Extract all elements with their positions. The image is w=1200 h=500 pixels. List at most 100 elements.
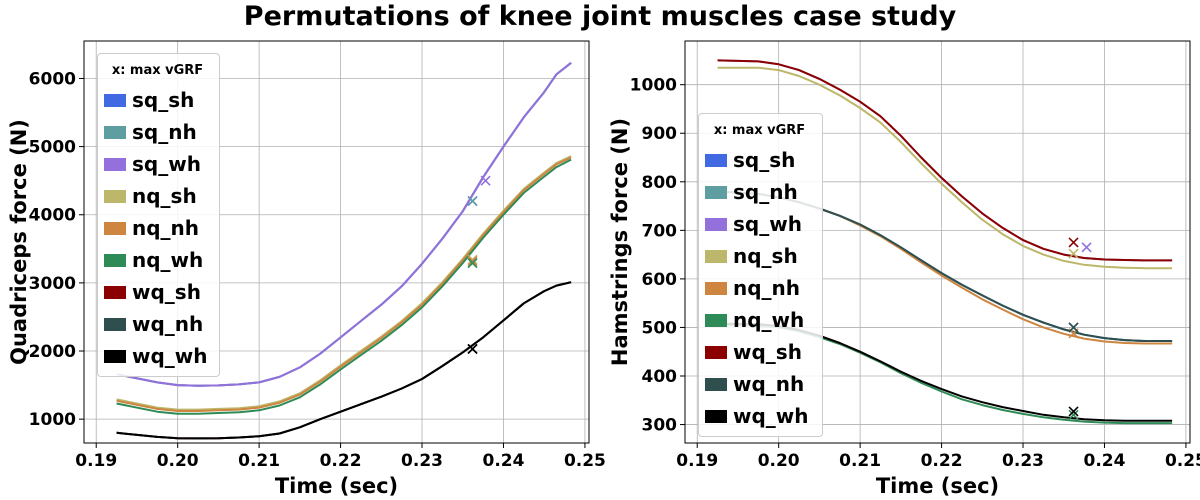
series-line-sq-wh [116, 62, 572, 387]
legend-entry-wq-sh: wq_sh [705, 336, 814, 368]
legend-swatch [104, 285, 126, 299]
x-axis-label: Time (sec) [275, 474, 398, 498]
legend-swatch [705, 249, 727, 263]
legend-swatch [104, 221, 126, 235]
y-tick-label: 1000 [29, 410, 76, 430]
x-tick-label: 0.20 [157, 451, 199, 471]
max-vgrf-marker-wq-wh [1068, 406, 1079, 417]
legend-entry-nq-sh: nq_sh [705, 240, 814, 272]
legend-swatch [104, 125, 126, 139]
legend-entry-sq-nh: sq_nh [104, 116, 211, 148]
legend-entry-nq-wh: nq_wh [104, 244, 211, 276]
legend-entry-sq-sh: sq_sh [705, 144, 814, 176]
y-tick-label: 600 [642, 270, 678, 290]
y-tick-label: 4000 [29, 206, 76, 226]
x-tick-label: 0.19 [75, 451, 117, 471]
legend-label: nq_sh [733, 244, 798, 268]
y-tick-label: 3000 [29, 274, 76, 294]
legend-label: sq_sh [733, 148, 796, 172]
x-tick-label: 0.22 [921, 451, 963, 471]
legend-entry-wq-nh: wq_nh [705, 368, 814, 400]
legend-entry-nq-nh: nq_nh [705, 272, 814, 304]
legend-swatch [104, 157, 126, 171]
legend-swatch [104, 93, 126, 107]
legend-swatch [705, 377, 727, 391]
legend-swatch [104, 349, 126, 363]
max-vgrf-marker-sq-wh [480, 175, 491, 186]
y-tick-label: 300 [642, 416, 678, 436]
max-vgrf-marker-sq-wh [1081, 242, 1092, 253]
plot-frame [83, 40, 590, 444]
max-vgrf-marker-nq-sh [467, 254, 478, 265]
chart-hamstrings: 0.19 0.20 0.21 0.22 0.23 0.24 0.25 300 400 500 600… [608, 40, 1200, 498]
series-line-nq-nh [116, 156, 572, 412]
legend-entry-nq-wh: nq_wh [705, 304, 814, 336]
legend-label: nq_nh [132, 216, 200, 240]
y-tick-label: 5000 [29, 138, 76, 158]
y-tick-label: 2000 [29, 342, 76, 362]
legend-swatch [104, 253, 126, 267]
max-vgrf-marker-sq-nh [467, 196, 478, 207]
series-group [116, 62, 572, 440]
legend-swatch [705, 281, 727, 295]
legend-entry-wq-sh: wq_sh [104, 276, 211, 308]
legend-label: sq_nh [132, 120, 197, 144]
max-vgrf-marker-wq-sh [1068, 237, 1079, 248]
legend-quadriceps: x: max vGRF sq_sh sq_nh sq_wh nq_sh nq_nh nq_… [97, 53, 220, 377]
legend-swatch [705, 313, 727, 327]
legend-label: nq_nh [733, 276, 801, 300]
x-tick-label: 0.19 [676, 451, 718, 471]
y-axis-label: Quadriceps force (N) [7, 119, 31, 365]
legend-label: nq_sh [132, 184, 197, 208]
x-tick-label: 0.24 [482, 451, 524, 471]
legend-label: sq_wh [733, 212, 802, 236]
legend-label: wq_sh [132, 280, 201, 304]
plot-frame [684, 40, 1191, 444]
legend-entry-wq-wh: wq_wh [705, 400, 814, 432]
legend-label: wq_wh [733, 404, 809, 428]
legend-entry-sq-nh: sq_nh [705, 176, 814, 208]
legend-label: nq_wh [132, 248, 204, 272]
y-axis-label: Hamstrings force (N) [608, 118, 632, 366]
max-vgrf-marker-nq-sh [1068, 248, 1079, 259]
series-line-wq-wh [116, 281, 572, 440]
legend-label: wq_nh [132, 312, 204, 336]
legend-swatch [705, 409, 727, 423]
y-tick-label: 1000 [630, 76, 677, 96]
x-tick-label: 0.23 [401, 451, 443, 471]
figure-title: Permutations of knee joint muscles case … [243, 1, 957, 32]
legend-entry-sq-wh: sq_wh [705, 208, 814, 240]
y-tick-label: 700 [642, 221, 678, 241]
x-tick-label: 0.24 [1083, 451, 1125, 471]
x-tick-label: 0.21 [238, 451, 280, 471]
series-line-nq-wh [116, 158, 572, 415]
legend-label: wq_wh [132, 344, 208, 368]
x-tick-label: 0.20 [758, 451, 800, 471]
x-tick-label: 0.25 [564, 451, 606, 471]
x-tick-label: 0.23 [1002, 451, 1044, 471]
legend-entry-wq-wh: wq_wh [104, 340, 211, 372]
y-tick-label: 900 [642, 124, 678, 144]
y-tick-label: 6000 [29, 69, 76, 89]
max-vgrf-marker-nq-nh [467, 256, 478, 267]
legend-swatch [705, 153, 727, 167]
legend-label: sq_wh [132, 152, 201, 176]
legend-swatch [705, 345, 727, 359]
y-tick-label: 800 [642, 173, 678, 193]
legend-swatch [104, 189, 126, 203]
legend-entry-nq-nh: nq_nh [104, 212, 211, 244]
max-vgrf-marker-nq-wh [1068, 409, 1079, 420]
legend-swatch [705, 185, 727, 199]
series-line-wq-sh [717, 59, 1173, 262]
y-tick-label: 400 [642, 367, 678, 387]
x-tick-label: 0.21 [839, 451, 881, 471]
x-axis-label: Time (sec) [876, 474, 999, 498]
max-vgrf-marker-wq-nh [1068, 322, 1079, 333]
legend-label: wq_sh [733, 340, 802, 364]
y-tick-label: 500 [642, 318, 678, 338]
max-vgrf-marker-nq-wh [467, 258, 478, 269]
legend-label: sq_nh [733, 180, 798, 204]
legend-title: x: max vGRF [713, 123, 806, 138]
legend-label: nq_wh [733, 308, 805, 332]
